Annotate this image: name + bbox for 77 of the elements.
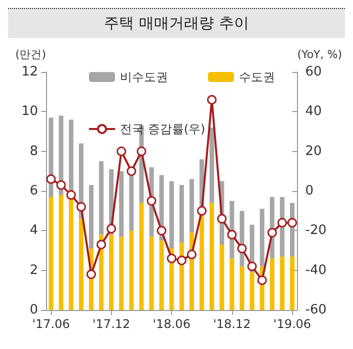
legend-label: 전국 증감률(우) <box>120 122 206 136</box>
y2-tick-label: 60 <box>305 64 322 80</box>
y2-tick-label: 0 <box>305 184 314 198</box>
y2-tick-label: -20 <box>305 223 326 238</box>
y2-tick-label: 40 <box>305 104 322 120</box>
point <box>227 230 237 240</box>
bar <box>250 272 254 310</box>
point <box>46 174 56 184</box>
bar <box>189 179 194 233</box>
bar <box>139 202 144 310</box>
point <box>66 190 76 200</box>
point <box>197 206 207 216</box>
y-tick-label: 10 <box>21 104 38 120</box>
y-axis-title: (만건) <box>15 48 46 61</box>
x-tick-label: '18.06 <box>152 317 190 331</box>
bar <box>119 236 124 310</box>
y-tick-label: 8 <box>30 144 38 159</box>
point <box>217 214 227 224</box>
point <box>237 244 247 254</box>
y2-axis-title: (YoY, %) <box>297 48 342 61</box>
bar <box>210 128 214 203</box>
bar <box>210 202 214 310</box>
legend-label: 수도권 <box>239 70 275 84</box>
bar <box>169 181 174 249</box>
bar <box>68 198 74 310</box>
point <box>156 226 166 236</box>
y2-tick-label: -40 <box>305 262 326 278</box>
bar <box>260 208 264 266</box>
point <box>76 202 86 212</box>
bar <box>129 230 134 310</box>
point <box>207 95 217 105</box>
bar <box>99 161 104 235</box>
point <box>166 254 176 264</box>
point <box>136 146 146 156</box>
x-tick-label: '18.12 <box>213 317 251 331</box>
x-tick-label: '19.06 <box>273 317 312 331</box>
x-tick-label: '17.06 <box>32 317 70 331</box>
point <box>86 270 96 280</box>
bar <box>159 240 164 310</box>
point <box>106 224 116 234</box>
bar <box>88 185 94 249</box>
bar <box>270 258 274 310</box>
point <box>96 240 106 250</box>
y-tick-label: 4 <box>30 223 38 238</box>
bar <box>280 256 284 310</box>
bar <box>149 236 154 310</box>
x-tick-label: '17.12 <box>92 317 130 331</box>
bar <box>58 194 64 310</box>
point <box>277 218 287 228</box>
point <box>116 146 126 156</box>
bar <box>78 218 84 310</box>
bar <box>48 196 54 310</box>
legend-label: 비수도권 <box>120 70 168 84</box>
chart-title: 주택 매매거래량 추이 <box>8 8 345 38</box>
y-tick-label: 2 <box>30 262 38 278</box>
point <box>186 250 196 260</box>
bar <box>179 185 184 243</box>
bar <box>129 173 134 231</box>
bar <box>109 234 114 310</box>
bar <box>230 258 234 310</box>
point <box>287 218 297 228</box>
point <box>146 196 156 206</box>
y-tick-label: 12 <box>21 64 38 80</box>
bar <box>240 266 244 310</box>
bar <box>220 244 224 310</box>
point <box>56 180 66 190</box>
y2-tick-label: 20 <box>305 144 322 159</box>
point <box>257 276 267 285</box>
y-tick-label: 6 <box>30 184 38 198</box>
point <box>176 256 186 266</box>
point <box>126 166 136 176</box>
bar <box>290 256 294 310</box>
y2-tick-label: -60 <box>305 302 326 318</box>
bar <box>119 171 124 237</box>
point <box>267 228 277 238</box>
point <box>247 262 257 272</box>
y-tick-label: 0 <box>30 302 38 318</box>
